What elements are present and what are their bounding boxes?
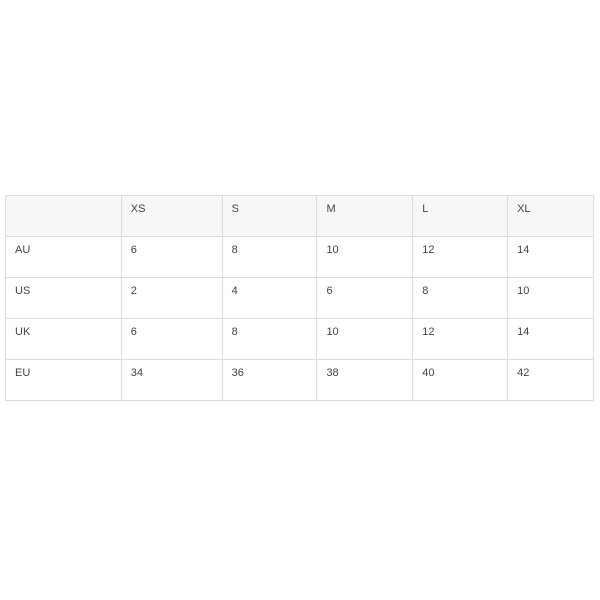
column-header: XL [507,195,594,237]
table-row: AU 6 8 10 12 14 [5,236,594,278]
table-cell: 14 [507,318,594,360]
table-row: UK 6 8 10 12 14 [5,318,594,360]
table-cell: 6 [120,236,223,278]
row-header: EU [5,359,122,401]
row-header: AU [5,236,122,278]
table-cell: 6 [316,277,414,319]
size-chart-table: XS S M L XL AU 6 8 10 12 14 US 2 4 6 8 10 UK 6 8 10 12 14 EU 34 3… [5,195,594,401]
table-cell: 8 [412,277,509,319]
column-header: M [316,195,414,237]
table-cell: 8 [221,318,318,360]
table-row: EU 34 36 38 40 42 [5,359,594,401]
table-cell: 38 [316,359,414,401]
table-cell: 42 [507,359,594,401]
table-cell: 34 [120,359,223,401]
table-cell: 12 [412,236,509,278]
column-header: S [221,195,318,237]
table-cell: 4 [221,277,318,319]
column-header [5,195,122,237]
table-cell: 36 [221,359,318,401]
row-header: UK [5,318,122,360]
row-header: US [5,277,122,319]
table-row: US 2 4 6 8 10 [5,277,594,319]
table-cell: 10 [507,277,594,319]
table-cell: 40 [412,359,509,401]
table-cell: 10 [316,318,414,360]
table-cell: 8 [221,236,318,278]
column-header: L [412,195,509,237]
table-cell: 10 [316,236,414,278]
table-cell: 14 [507,236,594,278]
header-row: XS S M L XL [5,195,594,237]
table-cell: 2 [120,277,223,319]
table-cell: 12 [412,318,509,360]
table-cell: 6 [120,318,223,360]
column-header: XS [120,195,223,237]
